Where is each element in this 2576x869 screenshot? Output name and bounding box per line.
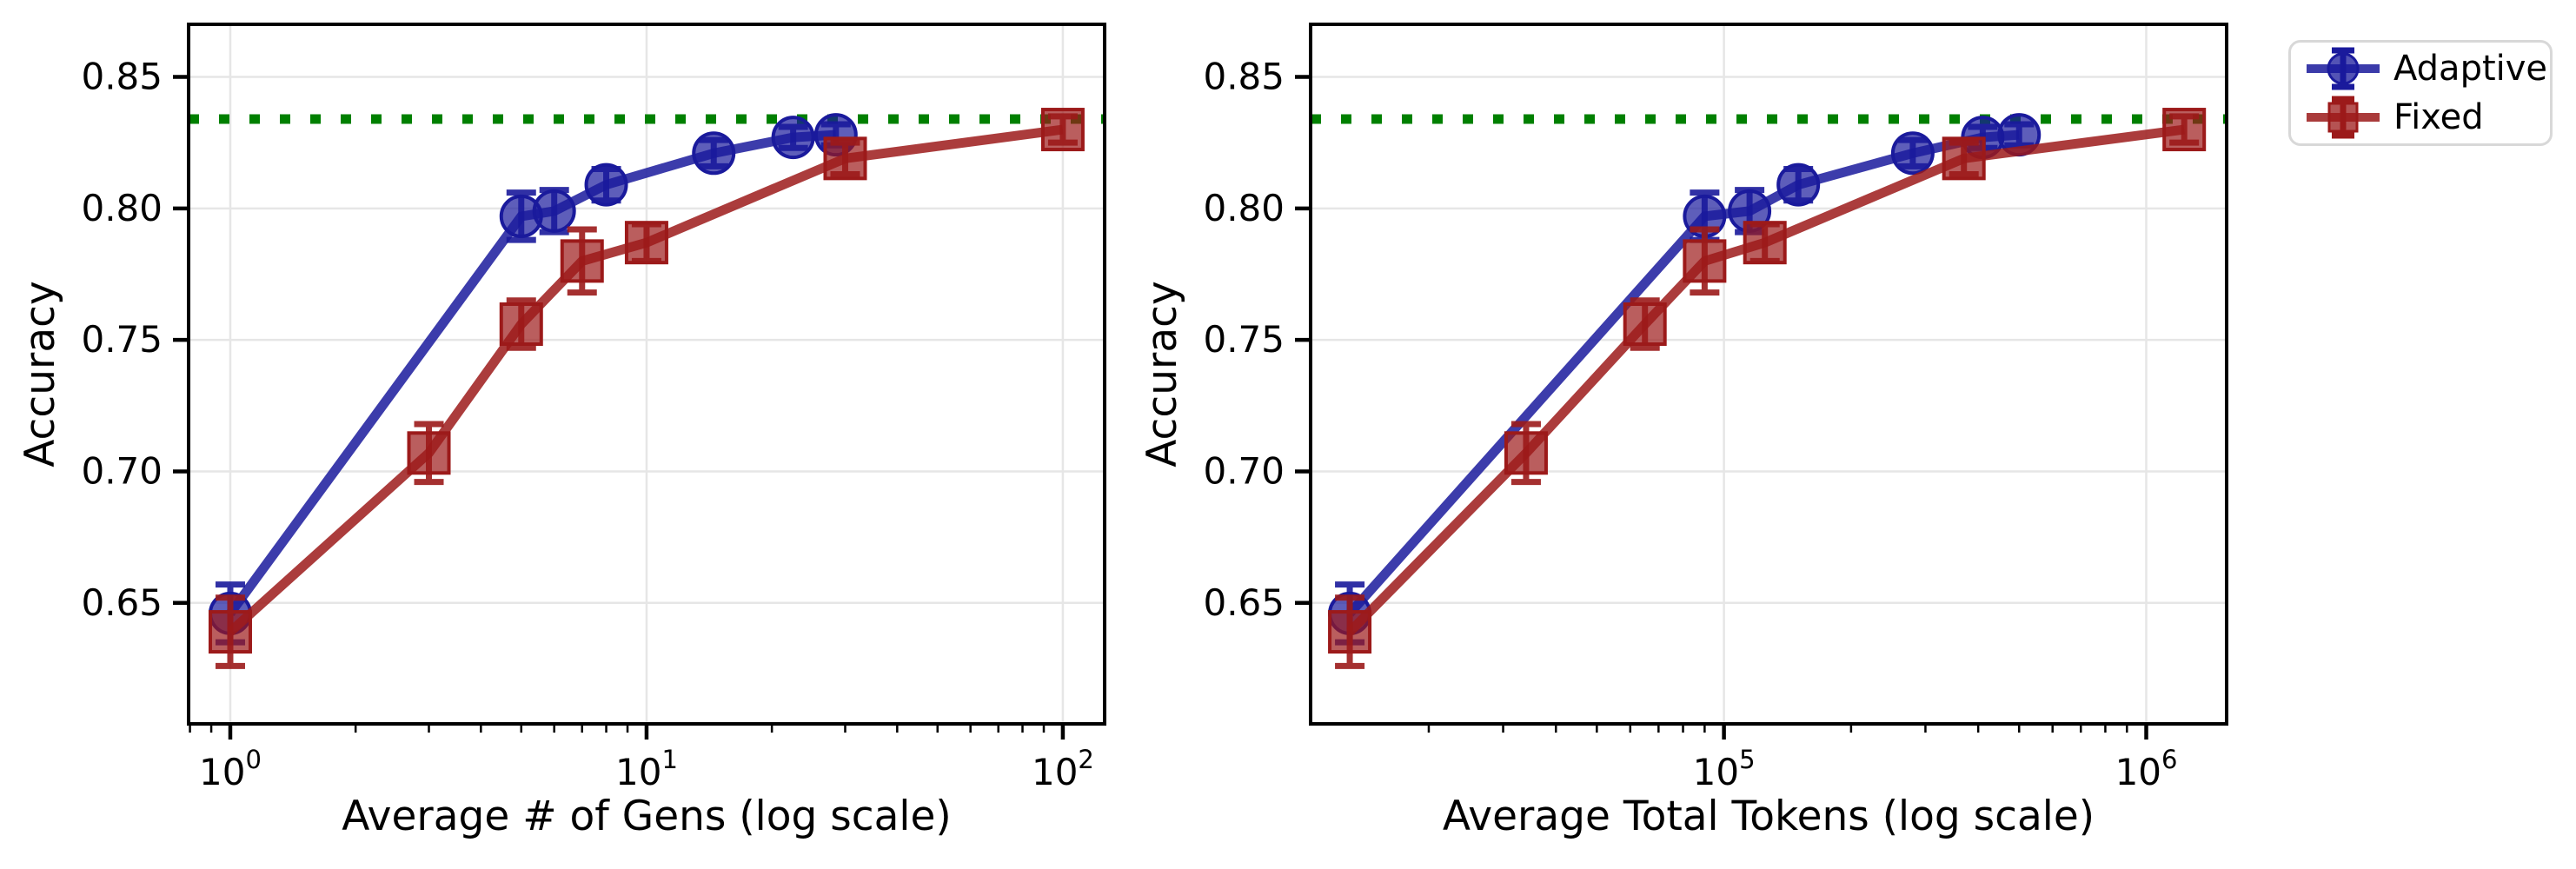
svg-text:0.75: 0.75 [81,318,163,361]
adaptive-errorbars [1335,121,2035,646]
adaptive-markers [1328,113,2042,635]
fixed-errorbar-marker-icon [2307,96,2380,139]
svg-text:0.85: 0.85 [81,56,163,98]
svg-text:0.70: 0.70 [81,449,163,492]
axes-spines [1309,23,2228,726]
series-fixed [208,108,1085,669]
legend-label-adaptive: Adaptive [2393,49,2548,89]
svg-text:101: 101 [615,745,678,793]
svg-text:102: 102 [1032,745,1094,793]
svg-text:0.65: 0.65 [1203,581,1285,624]
x-axis-label: Average # of Gens (log scale) [342,793,951,840]
gridlines [1311,24,2227,724]
adaptive-errorbar-marker-icon [2307,47,2380,90]
x-axis-label: Average Total Tokens (log scale) [1443,793,2095,840]
panel-tokens: 105 106 0.65 0.70 0.75 0.80 0.85 Average Total … [1139,23,2228,840]
svg-text:0.80: 0.80 [1203,187,1285,229]
ticks [173,75,1066,740]
svg-text:0.75: 0.75 [1203,318,1285,361]
legend: Adaptive Fixed [2288,40,2553,146]
adaptive-line [1345,129,2020,617]
svg-text:0.85: 0.85 [1203,56,1285,98]
tick-labels: 100 101 102 0.65 0.70 0.75 0.80 0.85 [81,56,1093,793]
y-axis-label: Accuracy [1139,281,1186,468]
fixed-markers [208,108,1085,654]
svg-text:0.65: 0.65 [81,581,163,624]
ticks [1295,75,2148,740]
legend-label-fixed: Fixed [2393,97,2484,137]
series-adaptive [1328,113,2042,646]
fixed-markers [1328,108,2207,654]
tick-labels: 105 106 0.65 0.70 0.75 0.80 0.85 [1203,56,2177,793]
legend-item-fixed: Fixed [2303,94,2550,141]
panel-gens: 100 101 102 0.65 0.70 0.75 0.80 0.85 Average # o… [17,23,1106,840]
svg-text:0.80: 0.80 [81,187,163,229]
svg-text:0.70: 0.70 [1203,449,1285,492]
series-fixed [1328,108,2207,669]
svg-text:105: 105 [1693,745,1756,793]
gridlines [189,24,1105,724]
legend-item-adaptive: Adaptive [2303,45,2550,92]
svg-text:100: 100 [199,745,262,793]
y-axis-label: Accuracy [17,281,64,468]
svg-text:106: 106 [2115,745,2178,793]
